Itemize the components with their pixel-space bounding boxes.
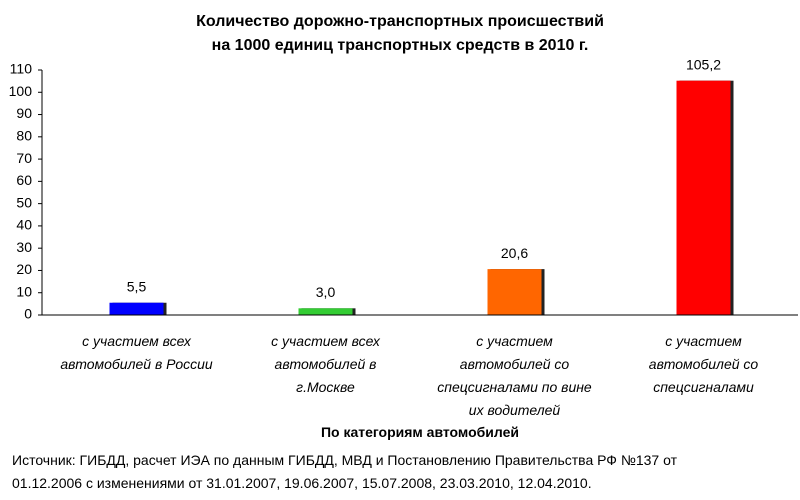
bar [676, 80, 731, 315]
y-tick-label: 100 [9, 83, 33, 99]
y-tick-label: 30 [16, 239, 32, 255]
y-tick-label: 60 [16, 172, 32, 188]
source-note: Источник: ГИБДД, расчет ИЭА по данным ГИ… [12, 452, 677, 491]
x-tick-label: с участием всех автомобилей в г.Москве [271, 333, 380, 395]
value-label: 3,0 [316, 284, 336, 300]
y-tick-label: 40 [16, 217, 32, 233]
y-tick-label: 90 [16, 105, 32, 121]
x-axis-label: По категориям автомобилей [320, 424, 520, 440]
chart-title: Количество дорожно-транспортных происшес… [196, 13, 604, 54]
bar [487, 269, 542, 315]
bar [298, 308, 353, 315]
bar [109, 302, 164, 315]
y-tick-label: 50 [16, 194, 32, 210]
x-tick-label: с участием автомобилей со спецсигналами [648, 333, 759, 395]
y-tick-label: 80 [16, 128, 32, 144]
y-tick-label: 10 [16, 283, 32, 299]
y-tick-label: 70 [16, 150, 32, 166]
value-label: 105,2 [686, 56, 721, 72]
value-label: 5,5 [127, 278, 147, 294]
y-tick-label: 110 [10, 61, 33, 77]
y-tick-label: 20 [16, 261, 32, 277]
x-tick-label: с участием всех автомобилей в России [60, 333, 213, 372]
value-label: 20,6 [501, 245, 528, 261]
x-tick-label: с участием автомобилей со спецсигналами … [437, 333, 592, 418]
y-tick-label: 0 [24, 306, 32, 322]
